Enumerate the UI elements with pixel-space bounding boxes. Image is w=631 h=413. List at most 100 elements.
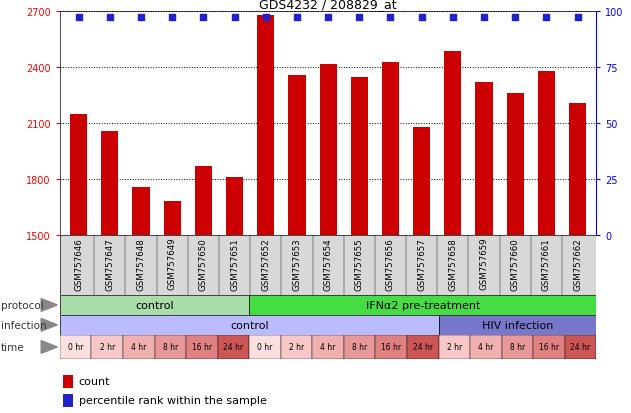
Text: 4 hr: 4 hr xyxy=(478,343,493,351)
Text: 4 hr: 4 hr xyxy=(131,343,146,351)
Text: 24 hr: 24 hr xyxy=(223,343,244,351)
Polygon shape xyxy=(41,341,57,354)
Bar xyxy=(226,178,243,235)
Point xyxy=(74,15,84,21)
Text: 16 hr: 16 hr xyxy=(381,343,401,351)
Bar xyxy=(413,128,430,235)
Bar xyxy=(407,335,439,359)
Text: 0 hr: 0 hr xyxy=(68,343,83,351)
Bar xyxy=(288,76,305,235)
Bar xyxy=(186,335,218,359)
Bar xyxy=(533,335,565,359)
Bar xyxy=(444,52,461,235)
Text: GSM757648: GSM757648 xyxy=(136,237,146,290)
Point xyxy=(479,15,489,21)
Text: 16 hr: 16 hr xyxy=(192,343,212,351)
Bar xyxy=(123,335,155,359)
Text: IFNα2 pre-treatment: IFNα2 pre-treatment xyxy=(365,300,480,310)
Bar xyxy=(218,335,249,359)
Text: 8 hr: 8 hr xyxy=(163,343,178,351)
Bar xyxy=(163,202,180,235)
Text: protocol: protocol xyxy=(1,300,44,310)
Text: 8 hr: 8 hr xyxy=(352,343,367,351)
Point xyxy=(136,15,146,21)
Bar xyxy=(312,335,344,359)
Text: GSM757653: GSM757653 xyxy=(292,237,302,290)
Bar xyxy=(249,335,281,359)
Bar xyxy=(375,335,407,359)
Text: 4 hr: 4 hr xyxy=(321,343,336,351)
Text: control: control xyxy=(230,320,269,330)
Bar xyxy=(344,335,375,359)
Bar xyxy=(101,131,119,235)
Text: GSM757647: GSM757647 xyxy=(105,237,114,290)
Text: 2 hr: 2 hr xyxy=(447,343,462,351)
Bar xyxy=(62,375,73,388)
Text: time: time xyxy=(1,342,24,352)
Text: 2 hr: 2 hr xyxy=(289,343,304,351)
Bar xyxy=(569,104,586,235)
Text: 24 hr: 24 hr xyxy=(570,343,591,351)
Bar xyxy=(62,394,73,407)
Polygon shape xyxy=(41,319,57,331)
Text: GSM757652: GSM757652 xyxy=(261,237,270,290)
Text: infection: infection xyxy=(1,320,46,330)
Bar xyxy=(60,315,439,335)
Bar xyxy=(507,94,524,235)
Point xyxy=(386,15,396,21)
Bar xyxy=(281,335,312,359)
Point xyxy=(105,15,115,21)
Text: GSM757660: GSM757660 xyxy=(510,237,520,290)
Text: percentile rank within the sample: percentile rank within the sample xyxy=(79,395,266,405)
Text: GSM757659: GSM757659 xyxy=(480,237,488,290)
Text: 24 hr: 24 hr xyxy=(413,343,433,351)
Text: GSM757651: GSM757651 xyxy=(230,237,239,290)
Text: GSM757661: GSM757661 xyxy=(542,237,551,290)
Text: GSM757656: GSM757656 xyxy=(386,237,395,290)
Point xyxy=(261,15,271,21)
Text: HIV infection: HIV infection xyxy=(481,320,553,330)
Bar xyxy=(439,315,596,335)
Bar xyxy=(60,335,91,359)
Bar xyxy=(351,78,368,235)
Point xyxy=(354,15,364,21)
Bar xyxy=(60,235,596,295)
Text: GSM757654: GSM757654 xyxy=(324,237,333,290)
Point xyxy=(510,15,521,21)
Point xyxy=(230,15,240,21)
Text: GSM757649: GSM757649 xyxy=(168,237,177,290)
Text: count: count xyxy=(79,376,110,386)
Bar xyxy=(155,335,186,359)
Bar xyxy=(249,295,596,315)
Bar xyxy=(382,63,399,235)
Point xyxy=(167,15,177,21)
Point xyxy=(448,15,458,21)
Text: GSM757646: GSM757646 xyxy=(74,237,83,290)
Bar xyxy=(538,72,555,235)
Bar xyxy=(60,295,249,315)
Point xyxy=(541,15,551,21)
Text: 16 hr: 16 hr xyxy=(539,343,559,351)
Point xyxy=(572,15,582,21)
Bar xyxy=(565,335,596,359)
Text: GSM757655: GSM757655 xyxy=(355,237,364,290)
Title: GDS4232 / 208829_at: GDS4232 / 208829_at xyxy=(259,0,397,11)
Polygon shape xyxy=(41,299,57,311)
Point xyxy=(416,15,427,21)
Bar xyxy=(195,166,212,235)
Point xyxy=(323,15,333,21)
Bar xyxy=(319,64,337,235)
Text: GSM757658: GSM757658 xyxy=(449,237,457,290)
Bar xyxy=(470,335,502,359)
Bar xyxy=(502,335,533,359)
Text: GSM757657: GSM757657 xyxy=(417,237,426,290)
Bar xyxy=(476,83,493,235)
Bar xyxy=(439,335,470,359)
Bar xyxy=(91,335,123,359)
Text: 0 hr: 0 hr xyxy=(257,343,273,351)
Point xyxy=(292,15,302,21)
Text: 8 hr: 8 hr xyxy=(510,343,525,351)
Point xyxy=(198,15,208,21)
Bar xyxy=(133,187,150,235)
Text: GSM757662: GSM757662 xyxy=(573,237,582,290)
